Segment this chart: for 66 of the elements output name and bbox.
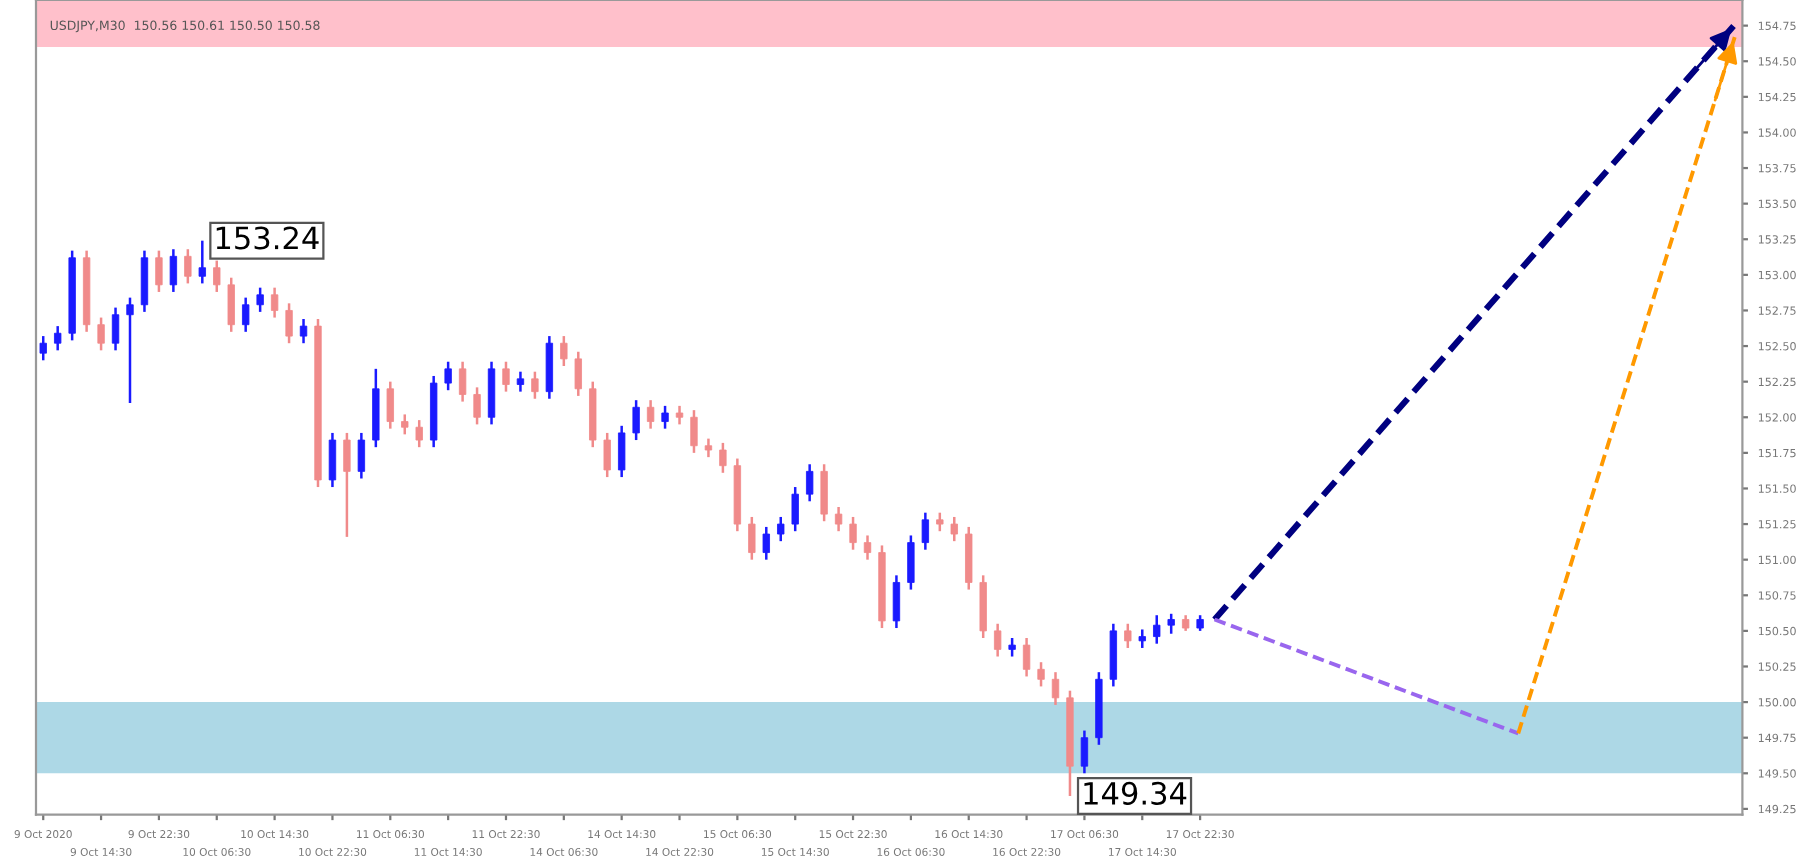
candlestick	[603, 431, 611, 479]
annotation: 149.34	[1084, 781, 1187, 805]
candlestick	[661, 404, 669, 430]
candlestick	[748, 515, 756, 561]
candlestick	[863, 534, 872, 561]
candlestick	[950, 515, 958, 543]
candlestick	[97, 316, 105, 352]
candlestick	[892, 574, 901, 630]
candlestick	[227, 276, 235, 334]
candlestick	[762, 525, 770, 561]
annotation: 153.24	[216, 226, 319, 250]
candlestick	[444, 360, 452, 392]
candlestick	[820, 463, 828, 523]
candlestick	[993, 622, 1002, 658]
candlestick	[560, 334, 568, 368]
candlestick	[111, 306, 120, 352]
candlestick	[516, 370, 525, 393]
candlestick	[473, 386, 481, 426]
candlestick	[791, 485, 799, 533]
candlestick	[328, 431, 337, 489]
candlestick	[184, 247, 192, 285]
candlestick	[618, 424, 626, 479]
candlestick	[213, 259, 221, 294]
candlestick	[126, 296, 134, 405]
candlestick	[502, 360, 510, 393]
candlestick	[198, 239, 206, 285]
candlestick	[921, 511, 930, 551]
candlestick	[343, 431, 351, 539]
candlestick	[1080, 729, 1089, 775]
candlestick	[386, 380, 394, 430]
candlestick	[704, 437, 713, 459]
candlestick	[1051, 670, 1060, 707]
candlestick	[169, 247, 178, 294]
candlestick	[675, 404, 684, 426]
candlestick	[458, 360, 467, 403]
candlestick	[574, 350, 582, 398]
candlestick	[1138, 628, 1146, 650]
candlestick	[155, 249, 163, 294]
candlestick	[401, 413, 409, 436]
candlestick	[1153, 613, 1161, 645]
candlestick	[54, 324, 62, 352]
candlestick	[849, 515, 857, 551]
candlestick	[140, 249, 149, 314]
candlestick	[242, 296, 250, 334]
candlestick	[270, 286, 279, 319]
candlestick	[256, 286, 264, 314]
candlestick	[936, 511, 944, 533]
candlestick	[299, 317, 308, 345]
candlestick	[531, 370, 539, 400]
candlestick	[646, 398, 655, 430]
candlestick	[1037, 660, 1045, 688]
candlestick	[907, 534, 915, 591]
candlestick	[1022, 636, 1031, 678]
candlestick	[39, 334, 47, 362]
candlestick	[1124, 622, 1132, 650]
candlestick	[834, 505, 843, 533]
candlestick	[415, 418, 423, 449]
candlestick	[805, 463, 814, 503]
candlestick	[719, 441, 727, 475]
candlestick	[357, 431, 366, 480]
candlestick	[690, 408, 698, 455]
candlestick	[1008, 636, 1016, 658]
candlestick	[285, 302, 293, 345]
candlestick	[632, 398, 640, 442]
candlestick	[1167, 612, 1175, 635]
candlestick	[777, 515, 785, 543]
